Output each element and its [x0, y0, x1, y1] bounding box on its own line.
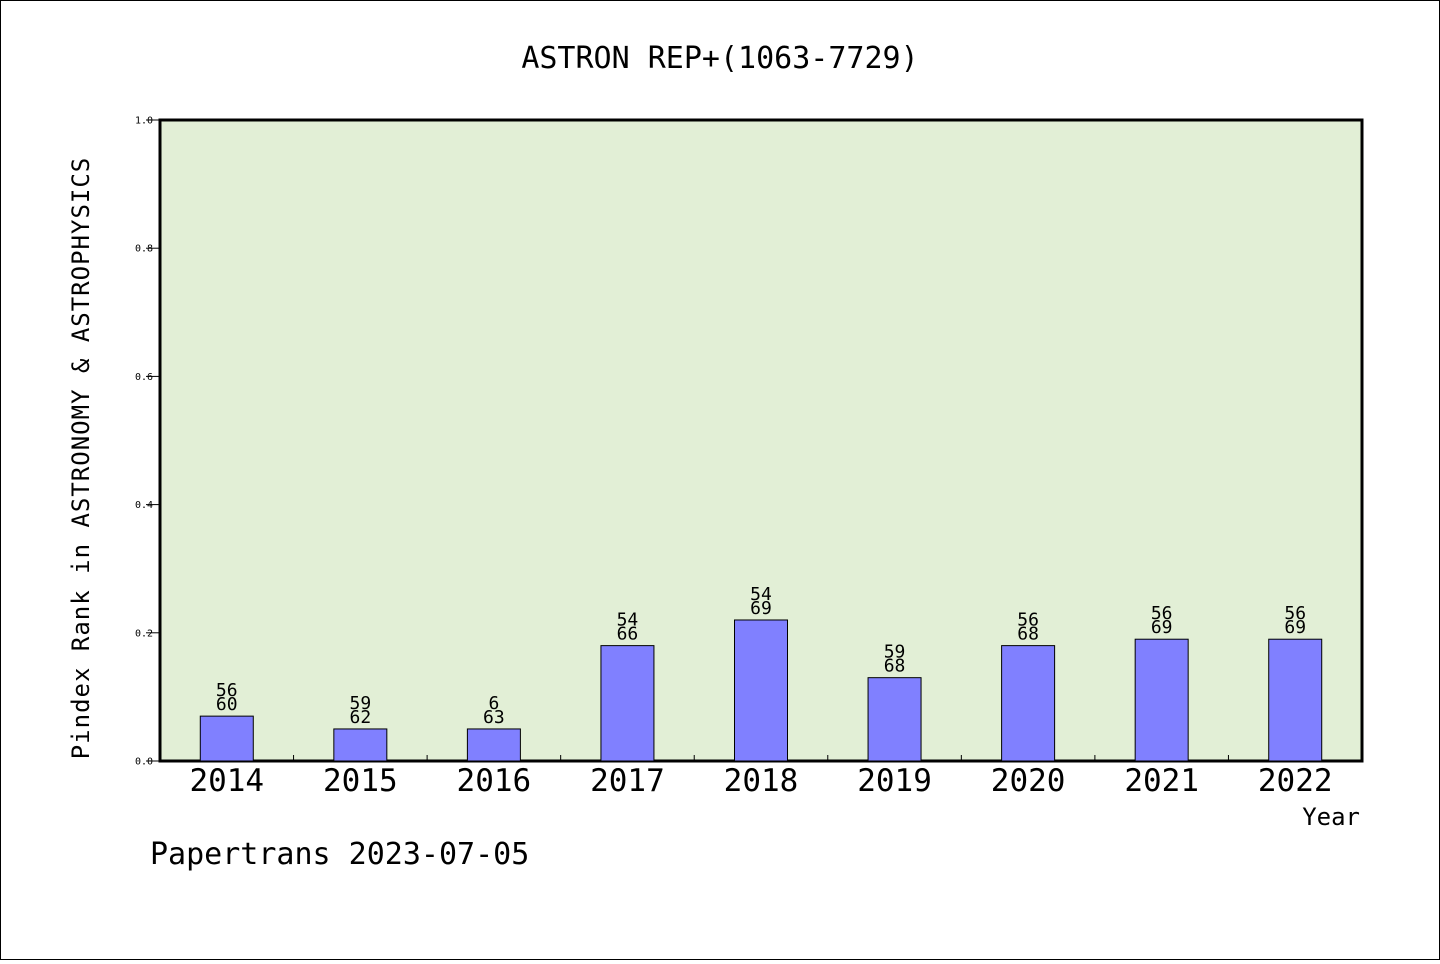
x-tick-label: 2015 [323, 763, 398, 799]
bar-2016 [466, 728, 521, 762]
bar-2018 [734, 619, 788, 762]
chart-title: ASTRON REP+(1063-7729) [521, 41, 918, 76]
data-label-bottom: 69 [1151, 617, 1173, 638]
data-label-bottom: 63 [483, 707, 505, 728]
x-tick-label: 2014 [189, 763, 264, 799]
y-tick-label: 0.6 [135, 372, 153, 383]
y-tick-label: 0.0 [135, 757, 153, 768]
bar-2021 [1134, 638, 1189, 762]
y-tick-label: 0.2 [135, 628, 153, 639]
footer-text: Papertrans 2023-07-05 [150, 837, 529, 872]
x-tick-label: 2016 [457, 763, 532, 799]
data-label-top: 59 [349, 693, 371, 714]
bar-2015 [333, 728, 388, 762]
x-tick-label: 2020 [991, 763, 1066, 799]
data-label-bottom: 69 [1284, 617, 1306, 638]
bar-2020 [1001, 645, 1056, 762]
data-label-bottom: 69 [750, 598, 772, 619]
bar-2014 [199, 715, 254, 762]
data-label-top: 56 [1284, 603, 1306, 624]
x-tick-label: 2017 [590, 763, 665, 799]
x-axis: 2014 2015 2016 2017 2018 2019 2020 2021 2022 [189, 755, 1333, 799]
y-axis-label: Pindex Rank in ASTRONOMY & ASTROPHYSICS [67, 157, 95, 760]
data-label-bottom: 62 [349, 707, 371, 728]
y-tick-label: 0.4 [135, 500, 153, 511]
data-label-bottom: 68 [1017, 624, 1039, 645]
data-label-top: 56 [1151, 603, 1173, 624]
data-label-bottom: 66 [617, 624, 639, 645]
y-axis: 0.0 0.2 0.4 0.6 0.8 1.0 [135, 116, 160, 768]
data-label-bottom: 60 [216, 694, 238, 715]
y-tick-label: 0.8 [135, 244, 153, 255]
data-label-top: 56 [1017, 610, 1039, 631]
data-label-top: 6 [488, 693, 499, 714]
data-label-top: 56 [216, 680, 238, 701]
x-tick-label: 2018 [724, 763, 799, 799]
bar-2019 [867, 677, 922, 762]
data-label-bottom: 68 [884, 656, 906, 677]
x-tick-label: 2019 [857, 763, 932, 799]
y-tick-label: 1.0 [135, 116, 153, 127]
data-label-top: 54 [750, 584, 772, 605]
bar-2017 [600, 645, 655, 762]
data-label-top: 59 [884, 642, 906, 663]
x-tick-label: 2022 [1258, 763, 1333, 799]
x-tick-label: 2021 [1124, 763, 1199, 799]
x-axis-label: Year [1302, 803, 1360, 831]
bar-2022 [1268, 638, 1323, 762]
data-label-top: 54 [617, 610, 639, 631]
